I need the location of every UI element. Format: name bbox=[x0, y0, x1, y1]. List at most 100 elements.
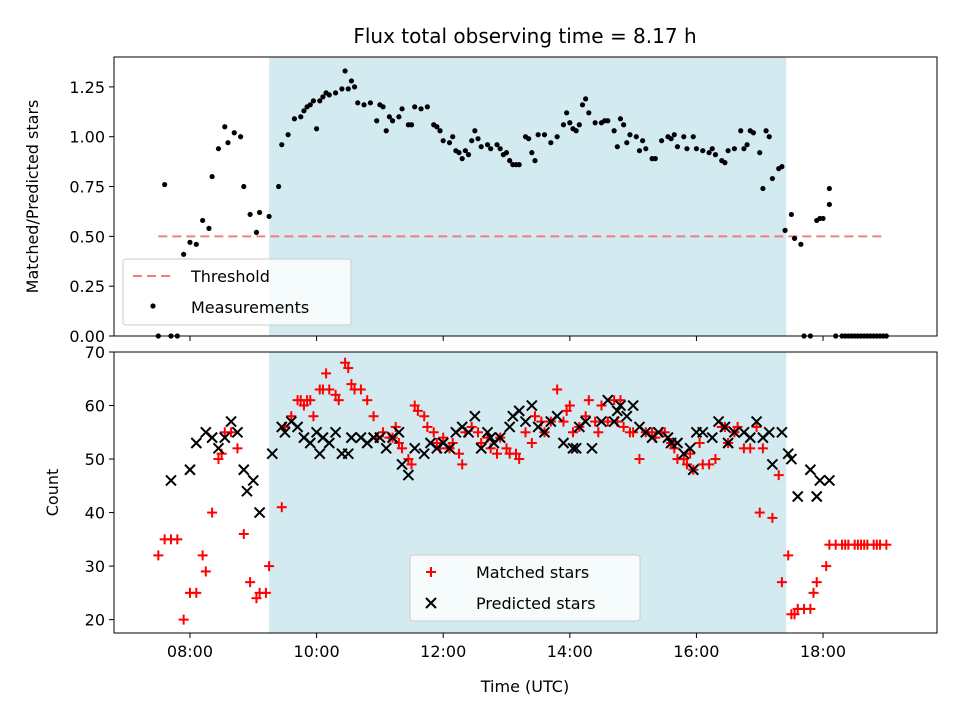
predicted-star-point bbox=[687, 464, 699, 476]
measurement-point bbox=[257, 209, 263, 216]
measurement-point bbox=[731, 146, 738, 152]
predicted-star-point bbox=[374, 431, 386, 444]
matched-star-point bbox=[678, 454, 689, 465]
measurement-point bbox=[757, 150, 763, 156]
x-axis-label: Time (UTC) bbox=[480, 677, 569, 696]
y-tick-label: 30 bbox=[85, 557, 105, 576]
predicted-star-point bbox=[823, 474, 836, 487]
predicted-star-point bbox=[513, 405, 525, 417]
measurement-point bbox=[200, 217, 206, 224]
matched-star-point bbox=[567, 427, 578, 438]
predicted-star-point bbox=[165, 474, 177, 487]
predicted-star-point bbox=[763, 426, 775, 438]
measurement-point bbox=[291, 116, 298, 122]
matched-star-point bbox=[685, 448, 696, 459]
measurement-point bbox=[760, 185, 766, 192]
predicted-star-point bbox=[212, 442, 225, 455]
measurement-point bbox=[367, 100, 373, 106]
measurement-point bbox=[820, 215, 826, 222]
measurement-point bbox=[643, 146, 649, 152]
predicted-star-point bbox=[652, 426, 665, 438]
matched-star-point bbox=[200, 566, 211, 577]
measurement-point bbox=[215, 146, 222, 152]
measurement-point bbox=[181, 251, 187, 257]
matched-star-point bbox=[558, 416, 569, 427]
measurement-point bbox=[826, 201, 832, 208]
matched-star-point bbox=[710, 454, 721, 465]
legend-predicted-swatch bbox=[425, 597, 437, 609]
measurement-point bbox=[484, 142, 491, 148]
y-tick-label: 20 bbox=[85, 611, 105, 630]
measurement-point bbox=[652, 156, 658, 162]
measurement-point bbox=[564, 110, 570, 116]
matched-star-point bbox=[754, 507, 765, 518]
matched-star-point bbox=[393, 437, 404, 448]
matched-star-point bbox=[153, 550, 164, 561]
matched-star-point bbox=[751, 421, 762, 432]
measurement-point bbox=[671, 132, 677, 138]
count-ticks: 08:00 10:00 12:00 14:00 16:00 18:00 20 30 40 50 60… bbox=[85, 343, 846, 661]
predicted-star-point bbox=[614, 399, 627, 412]
measurement-point bbox=[567, 120, 573, 126]
matched-star-point bbox=[615, 395, 626, 406]
measurement-point bbox=[332, 90, 339, 96]
chart-title: Flux total observing time = 8.17 h bbox=[353, 24, 696, 48]
measurement-point bbox=[494, 142, 500, 148]
measurement-point bbox=[345, 86, 351, 92]
measurement-point bbox=[317, 98, 323, 104]
predicted-star-point bbox=[276, 421, 288, 433]
matched-star-point bbox=[245, 577, 256, 588]
measurement-point bbox=[554, 134, 560, 140]
measurement-point bbox=[361, 102, 367, 108]
ratio-legend-box bbox=[122, 258, 352, 326]
y-tick-label: 1.00 bbox=[69, 128, 105, 147]
matched-star-point bbox=[298, 400, 309, 411]
measurement-point bbox=[614, 144, 620, 150]
matched-star-point bbox=[514, 454, 525, 465]
matched-star-point bbox=[773, 470, 784, 481]
predicted-star-point bbox=[627, 399, 639, 412]
matched-star-point bbox=[324, 384, 335, 395]
measurement-point bbox=[722, 160, 728, 166]
measurement-point bbox=[741, 146, 747, 152]
predicted-star-point bbox=[225, 415, 237, 428]
measurement-point bbox=[386, 114, 392, 120]
matched-star-point bbox=[368, 411, 379, 422]
measurement-point bbox=[241, 183, 247, 190]
measurement-point bbox=[503, 150, 510, 156]
matched-star-point bbox=[276, 502, 287, 513]
predicted-star-point bbox=[247, 474, 259, 487]
matched-star-point bbox=[808, 587, 819, 598]
measurement-point bbox=[326, 92, 332, 98]
predicted-star-point bbox=[503, 421, 516, 433]
measurement-point bbox=[529, 150, 535, 156]
predicted-star-point bbox=[782, 447, 794, 460]
predicted-star-point bbox=[579, 415, 592, 428]
matched-star-point bbox=[330, 389, 341, 400]
measurement-point bbox=[690, 134, 696, 140]
matched-star-point bbox=[647, 427, 658, 438]
legend-matched-swatch bbox=[426, 567, 436, 577]
x-tick-label: 14:00 bbox=[547, 642, 593, 661]
predicted-star-point bbox=[380, 442, 392, 455]
matched-star-point bbox=[419, 411, 430, 422]
measurement-point bbox=[633, 134, 639, 140]
measurement-point bbox=[763, 128, 769, 134]
measurement-point bbox=[766, 134, 772, 140]
predicted-star-point bbox=[776, 426, 788, 438]
measurement-point bbox=[579, 102, 586, 108]
count-legend: Matched stars Predicted stars bbox=[409, 554, 641, 622]
measurement-point bbox=[640, 138, 646, 144]
matched-star-point bbox=[457, 459, 468, 470]
matched-star-point bbox=[704, 459, 715, 470]
measurement-point bbox=[469, 138, 475, 144]
measurement-point bbox=[310, 98, 317, 104]
matched-star-point bbox=[191, 587, 202, 598]
matched-star-point bbox=[454, 448, 465, 459]
predicted-star-point bbox=[722, 437, 734, 449]
matched-star-point bbox=[529, 411, 540, 422]
predicted-star-point bbox=[190, 437, 203, 449]
ratio-panel: 0.00 0.25 0.50 0.75 1.00 1.25 Matched/Predict… bbox=[23, 56, 938, 346]
measurement-point bbox=[769, 175, 776, 182]
y-tick-label: 50 bbox=[85, 450, 105, 469]
